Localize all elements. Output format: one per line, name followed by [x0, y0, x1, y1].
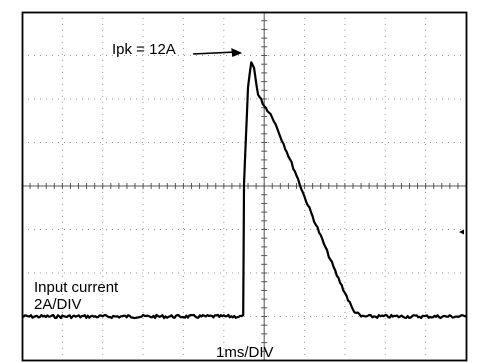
peak-arrow-line [192, 51, 235, 55]
peak-arrow-head [231, 48, 243, 58]
screen-border [21, 11, 468, 362]
trigger-level-marker [459, 229, 464, 235]
peak-annotation: Ipk = 12A [112, 41, 176, 58]
time-scale-label: 1ms/DIV [216, 344, 274, 361]
trace-layer [21, 61, 467, 320]
channel-label: Input current [34, 279, 119, 296]
vertical-scale-label: 2A/DIV [34, 296, 82, 313]
current-trace [21, 61, 467, 320]
